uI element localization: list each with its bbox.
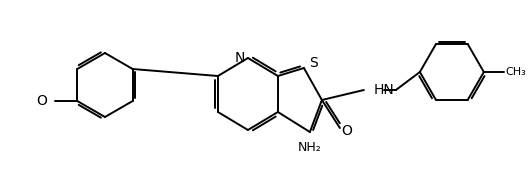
Text: NH₂: NH₂ xyxy=(298,142,322,155)
Text: O: O xyxy=(341,124,353,138)
Text: HN: HN xyxy=(374,83,395,97)
Text: S: S xyxy=(309,56,318,70)
Text: N: N xyxy=(235,51,245,65)
Text: CH₃: CH₃ xyxy=(506,67,527,77)
Text: O: O xyxy=(37,94,47,108)
